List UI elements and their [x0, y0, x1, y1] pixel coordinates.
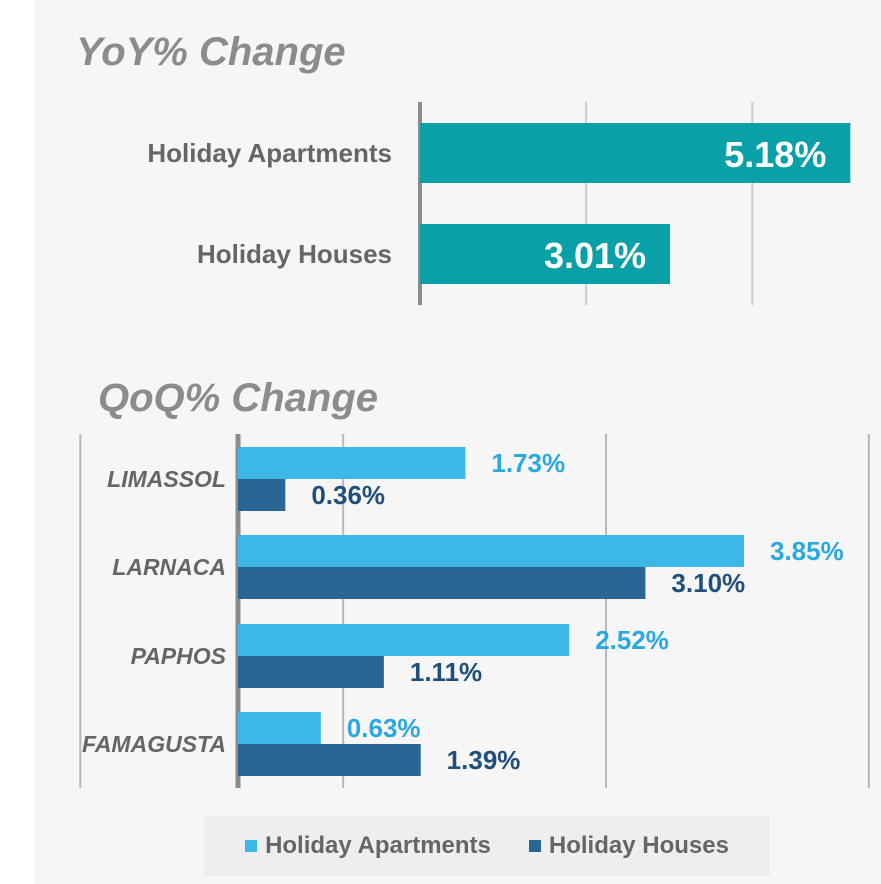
yoy-bar: [420, 123, 851, 183]
legend-item-apartments: Holiday Apartments: [245, 832, 491, 860]
qoq-bar-houses: [238, 479, 286, 511]
qoq-chart-title: QoQ% Change: [98, 376, 379, 420]
qoq-bar-houses: [238, 744, 421, 776]
qoq-legend: Holiday Apartments Holiday Houses: [204, 816, 770, 876]
qoq-bar-apartments: [238, 712, 321, 744]
qoq-category-label: LIMASSOL: [107, 466, 226, 492]
qoq-data-label-apartments: 1.73%: [491, 448, 565, 478]
qoq-bar-houses: [238, 567, 646, 599]
legend-label-apartments: Holiday Apartments: [265, 832, 491, 859]
qoq-bar-apartments: [238, 624, 570, 656]
qoq-category-label: PAPHOS: [131, 643, 227, 669]
yoy-data-label: 3.01%: [544, 235, 646, 276]
qoq-data-label-apartments: 3.85%: [770, 536, 844, 566]
yoy-chart-title: YoY% Change: [76, 30, 346, 74]
qoq-data-label-houses: 1.11%: [410, 657, 482, 687]
legend-item-houses: Holiday Houses: [528, 832, 729, 860]
yoy-category-label: Holiday Houses: [197, 239, 392, 269]
qoq-data-label-houses: 3.10%: [671, 568, 745, 598]
qoq-data-label-apartments: 0.63%: [347, 713, 421, 743]
qoq-data-label-houses: 1.39%: [447, 745, 521, 775]
legend-swatch-houses: [528, 840, 541, 852]
qoq-bar-apartments: [238, 447, 466, 479]
yoy-bar: [420, 224, 671, 284]
qoq-data-label-houses: 0.36%: [311, 480, 385, 510]
qoq-category-label: LARNACA: [112, 554, 226, 580]
yoy-category-label: Holiday Apartments: [147, 138, 392, 168]
legend-swatch-apartments: [245, 840, 258, 852]
qoq-bar-apartments: [238, 535, 744, 567]
legend-label-houses: Holiday Houses: [548, 832, 729, 859]
qoq-bar-houses: [238, 656, 384, 688]
yoy-data-label: 5.18%: [724, 134, 826, 175]
qoq-category-label: FAMAGUSTA: [82, 731, 226, 757]
qoq-data-label-apartments: 2.52%: [595, 625, 669, 655]
